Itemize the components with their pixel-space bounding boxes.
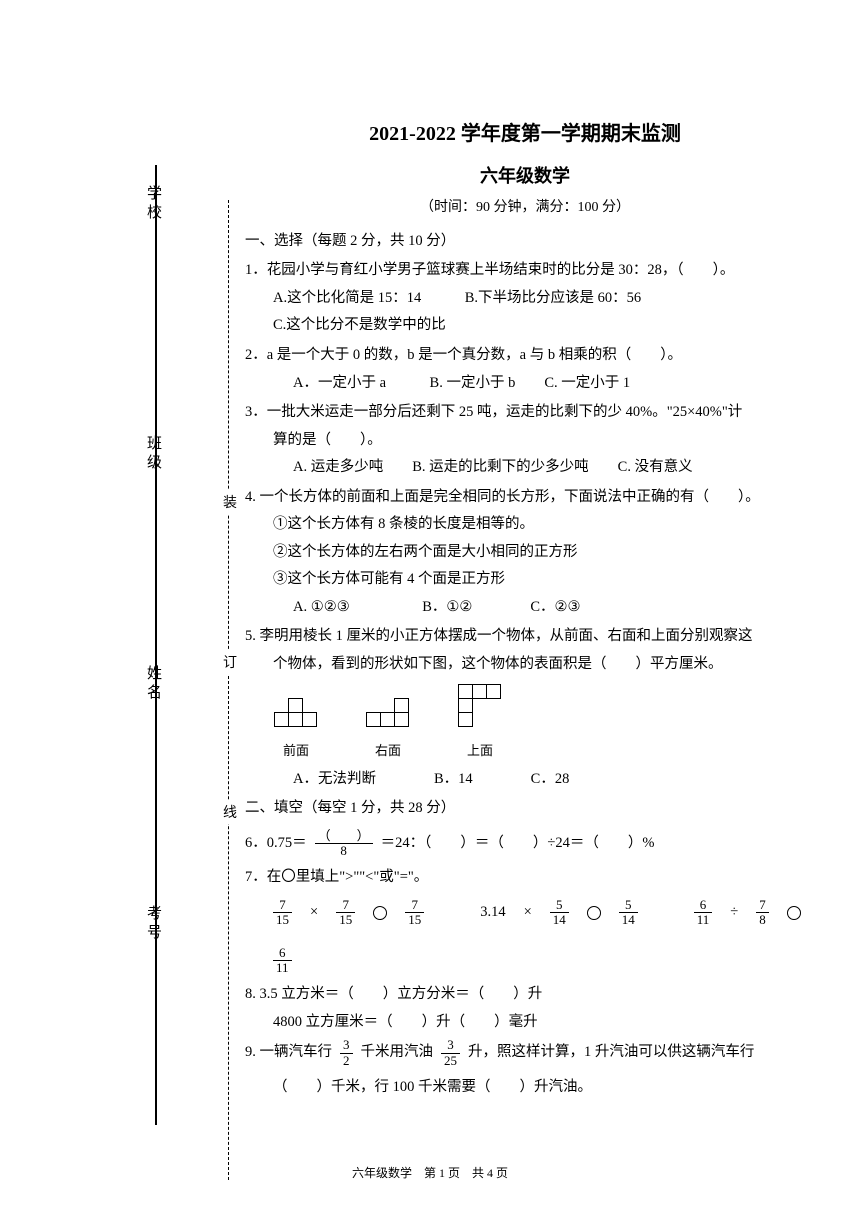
shape-top-label: 上面 xyxy=(459,739,501,764)
dash-zhuang: 装 xyxy=(223,490,237,514)
dash-ding: 订 xyxy=(223,650,237,674)
q9-mid2: 升，照这样计算，1 升汽油可以供这辆汽车行 xyxy=(468,1039,754,1067)
compare-circle-2 xyxy=(587,906,601,920)
question-9: 9. 一辆汽车行 32 千米用汽油 325 升，照这样计算，1 升汽油可以供这辆… xyxy=(245,1038,805,1101)
binding-dashline: 装 订 线 xyxy=(228,200,229,1180)
q6-pre: 6．0.75＝ xyxy=(245,830,307,858)
main-content: 2021-2022 学年度第一学期期末监测 六年级数学 （时间：90 分钟，满分… xyxy=(245,115,805,1103)
shape-front-label: 前面 xyxy=(275,739,317,764)
q7-stem: 7．在〇里填上">""<"或"="。 xyxy=(245,864,805,892)
q1-stem: 1．花园小学与育红小学男子篮球赛上半场结束时的比分是 30：28，（ ）。 xyxy=(245,257,805,285)
q4-stem: 4. 一个长方体的前面和上面是完全相同的长方形，下面说法中正确的有（ ）。 xyxy=(245,484,805,512)
q3-stem-1: 3．一批大米运走一部分后还剩下 25 吨，运走的比剩下的少 40%。"25×40… xyxy=(245,399,805,427)
q1-opt-c: C.这个比分不是数学中的比 xyxy=(245,312,805,340)
q1-opt-b: B.下半场比分应该是 60：56 xyxy=(465,290,641,306)
q6-fraction: （ ）8 xyxy=(315,829,373,859)
q5-opt-b: B．14 xyxy=(434,771,473,787)
section-2-heading: 二、填空（每空 1 分，共 28 分） xyxy=(245,795,805,823)
q4-line-1: ①这个长方体有 8 条棱的长度是相等的。 xyxy=(245,511,805,539)
shape-right: 右面 xyxy=(367,699,409,764)
q3-opt-c: C. 没有意义 xyxy=(618,459,693,475)
binding-sidebar: 学校 班级 姓名 考号 xyxy=(135,165,195,1145)
compare-circle-3 xyxy=(787,906,801,920)
question-2: 2．a 是一个大于 0 的数，b 是一个真分数，a 与 b 相乘的积（ ）。 A… xyxy=(245,342,805,397)
q4-line-3: ③这个长方体可能有 4 个面是正方形 xyxy=(245,566,805,594)
q5-opt-c: C．28 xyxy=(531,771,570,787)
q5-opt-a: A．无法判断 xyxy=(293,771,376,787)
label-class: 班级 xyxy=(143,435,164,473)
question-7: 7．在〇里填上">""<"或"="。 715 × 715 715 3.14 × … xyxy=(245,864,805,975)
page-title: 2021-2022 学年度第一学期期末监测 xyxy=(245,115,805,153)
q9-line-2: （ ）千米，行 100 千米需要（ ）升汽油。 xyxy=(245,1074,805,1102)
question-3: 3．一批大米运走一部分后还剩下 25 吨，运走的比剩下的少 40%。"25×40… xyxy=(245,399,805,482)
shape-front: 前面 xyxy=(275,699,317,764)
section-1-heading: 一、选择（每题 2 分，共 10 分） xyxy=(245,228,805,256)
dash-xian: 线 xyxy=(223,800,237,824)
question-4: 4. 一个长方体的前面和上面是完全相同的长方形，下面说法中正确的有（ ）。 ①这… xyxy=(245,484,805,622)
q4-opt-c: C．②③ xyxy=(530,599,580,615)
page-footer: 六年级数学 第 1 页 共 4 页 xyxy=(0,1164,860,1181)
question-6: 6．0.75＝ （ ）8 ＝24：（ ）＝（ ）÷24＝（ ）% xyxy=(245,829,805,859)
page-subtitle: 六年级数学 xyxy=(245,159,805,193)
q2-opt-b: B. 一定小于 b xyxy=(430,375,516,391)
q9-pre: 9. 一辆汽车行 xyxy=(245,1039,332,1067)
q4-line-2: ②这个长方体的左右两个面是大小相同的正方形 xyxy=(245,539,805,567)
q5-stem-1: 5. 李明用棱长 1 厘米的小正方体摆成一个物体，从前面、右面和上面分别观察这 xyxy=(245,623,805,651)
q1-opt-a: A.这个比化简是 15：14 xyxy=(273,290,421,306)
q9-mid1: 千米用汽油 xyxy=(361,1039,434,1067)
question-5: 5. 李明用棱长 1 厘米的小正方体摆成一个物体，从前面、右面和上面分别观察这 … xyxy=(245,623,805,793)
q8-line-2: 4800 立方厘米＝（ ）升（ ）毫升 xyxy=(245,1009,805,1037)
shape-views: 前面 右面 上面 xyxy=(245,685,805,764)
q3-opt-a: A. 运走多少吨 xyxy=(293,459,383,475)
shape-top: 上面 xyxy=(459,685,501,764)
label-name: 姓名 xyxy=(143,665,164,703)
q2-opt-a: A．一定小于 a xyxy=(293,375,386,391)
q3-stem-2: 算的是（ ）。 xyxy=(245,427,805,455)
label-examno: 考号 xyxy=(143,905,164,943)
question-1: 1．花园小学与育红小学男子篮球赛上半场结束时的比分是 30：28，（ ）。 A.… xyxy=(245,257,805,340)
exam-info: （时间：90 分钟，满分：100 分） xyxy=(245,195,805,222)
q6-rest: ＝24：（ ）＝（ ）÷24＝（ ）% xyxy=(381,830,655,858)
q5-stem-2: 个物体，看到的形状如下图，这个物体的表面积是（ ）平方厘米。 xyxy=(245,651,805,679)
label-school: 学校 xyxy=(143,185,164,223)
q4-opt-a: A. ①②③ xyxy=(293,599,350,615)
q2-stem: 2．a 是一个大于 0 的数，b 是一个真分数，a 与 b 相乘的积（ ）。 xyxy=(245,342,805,370)
q2-opt-c: C. 一定小于 1 xyxy=(544,375,630,391)
q8-line-1: 8. 3.5 立方米＝（ ）立方分米＝（ ）升 xyxy=(245,981,805,1009)
compare-circle-1 xyxy=(373,906,387,920)
question-8: 8. 3.5 立方米＝（ ）立方分米＝（ ）升 4800 立方厘米＝（ ）升（ … xyxy=(245,981,805,1036)
q3-opt-b: B. 运走的比剩下的少多少吨 xyxy=(412,459,588,475)
shape-right-label: 右面 xyxy=(367,739,409,764)
q4-opt-b: B．①② xyxy=(422,599,472,615)
